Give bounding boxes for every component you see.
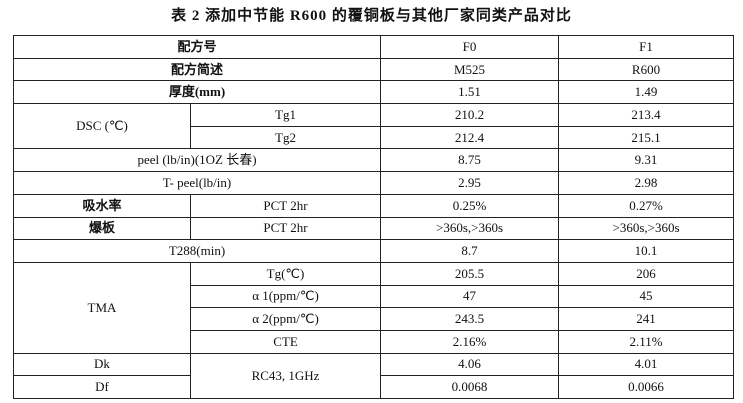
cell: 2.11% bbox=[558, 329, 735, 354]
cell: M525 bbox=[380, 57, 560, 82]
cell: Df bbox=[13, 375, 191, 399]
cell: 9.31 bbox=[558, 148, 735, 173]
cell: 配方号 bbox=[12, 35, 382, 59]
cell: Dk bbox=[13, 352, 191, 377]
cell: 210.2 bbox=[380, 103, 560, 127]
row: T- peel(lb/in) 2.95 2.98 bbox=[12, 171, 735, 195]
cell: 206 bbox=[558, 261, 735, 286]
row: Df 0.0068 0.0066 bbox=[13, 375, 735, 399]
row: CTE 2.16% 2.11% bbox=[14, 329, 735, 354]
cell: TMA bbox=[13, 261, 191, 354]
cell: R600 bbox=[558, 57, 735, 82]
cell: 8.75 bbox=[380, 148, 560, 173]
cell: T- peel(lb/in) bbox=[12, 171, 382, 195]
cell: 215.1 bbox=[558, 125, 735, 150]
cell: 2.98 bbox=[558, 171, 735, 195]
cell: PCT 2hr bbox=[189, 193, 382, 218]
row: α 1(ppm/℃) 47 45 bbox=[14, 284, 735, 309]
cell: Tg2 bbox=[189, 125, 382, 150]
cell: 吸水率 bbox=[13, 193, 191, 218]
cell: 厚度(mm) bbox=[12, 80, 382, 105]
cell: 配方简述 bbox=[12, 57, 382, 82]
cell: 45 bbox=[558, 284, 735, 309]
cell: Tg(℃) bbox=[189, 261, 382, 286]
row: 吸水率 PCT 2hr 0.25% 0.27% bbox=[13, 193, 735, 218]
cell: 0.25% bbox=[380, 193, 560, 218]
row: T288(min) 8.7 10.1 bbox=[12, 239, 735, 263]
row: TMA Tg(℃) 205.5 206 bbox=[13, 261, 735, 354]
comparison-table: 配方号 F0 F1 配方简述 M525 R600 厚度(mm) 1.51 1.4… bbox=[12, 35, 735, 400]
cell: 241 bbox=[558, 307, 735, 331]
cell: RC43, 1GHz bbox=[189, 352, 382, 400]
header-row: 配方号 F0 F1 bbox=[12, 35, 735, 59]
cell: 8.7 bbox=[380, 239, 560, 263]
cell: DSC (℃) bbox=[13, 103, 191, 150]
cell: α 2(ppm/℃) bbox=[189, 307, 382, 331]
cell: 0.27% bbox=[558, 193, 735, 218]
cell: PCT 2hr bbox=[189, 216, 382, 241]
row: peel (lb/in)(1OZ 长春) 8.75 9.31 bbox=[12, 148, 735, 173]
cell: 213.4 bbox=[558, 103, 735, 127]
row: 配方简述 M525 R600 bbox=[12, 57, 735, 82]
cell: 10.1 bbox=[558, 239, 735, 263]
cell: 243.5 bbox=[380, 307, 560, 331]
cell: 205.5 bbox=[380, 261, 560, 286]
cell: 1.51 bbox=[380, 80, 560, 105]
cell: 1.49 bbox=[558, 80, 735, 105]
row: 厚度(mm) 1.51 1.49 bbox=[12, 80, 735, 105]
cell: 爆板 bbox=[13, 216, 191, 241]
cell: α 1(ppm/℃) bbox=[189, 284, 382, 309]
cell: 4.06 bbox=[380, 352, 560, 377]
cell: CTE bbox=[189, 329, 382, 354]
cell: 4.01 bbox=[558, 352, 735, 377]
cell: peel (lb/in)(1OZ 长春) bbox=[12, 148, 382, 173]
cell: Tg1 bbox=[189, 103, 382, 127]
cell: T288(min) bbox=[12, 239, 382, 263]
cell: >360s,>360s bbox=[558, 216, 735, 241]
cell: 2.95 bbox=[380, 171, 560, 195]
cell: 0.0066 bbox=[558, 375, 735, 399]
cell: 212.4 bbox=[380, 125, 560, 150]
cell: F0 bbox=[380, 35, 560, 59]
table-title: 表 2 添加中节能 R600 的覆铜板与其他厂家同类产品对比 bbox=[171, 8, 572, 24]
cell: >360s,>360s bbox=[380, 216, 560, 241]
cell: 0.0068 bbox=[380, 375, 560, 399]
row: DSC (℃) Tg1 210.2 213.4 bbox=[13, 103, 735, 150]
cell: F1 bbox=[558, 35, 735, 59]
cell: 47 bbox=[380, 284, 560, 309]
row: 爆板 PCT 2hr >360s,>360s >360s,>360s bbox=[13, 216, 735, 241]
cell: 2.16% bbox=[380, 329, 560, 354]
row: Dk RC43, 1GHz 4.06 4.01 bbox=[13, 352, 735, 400]
